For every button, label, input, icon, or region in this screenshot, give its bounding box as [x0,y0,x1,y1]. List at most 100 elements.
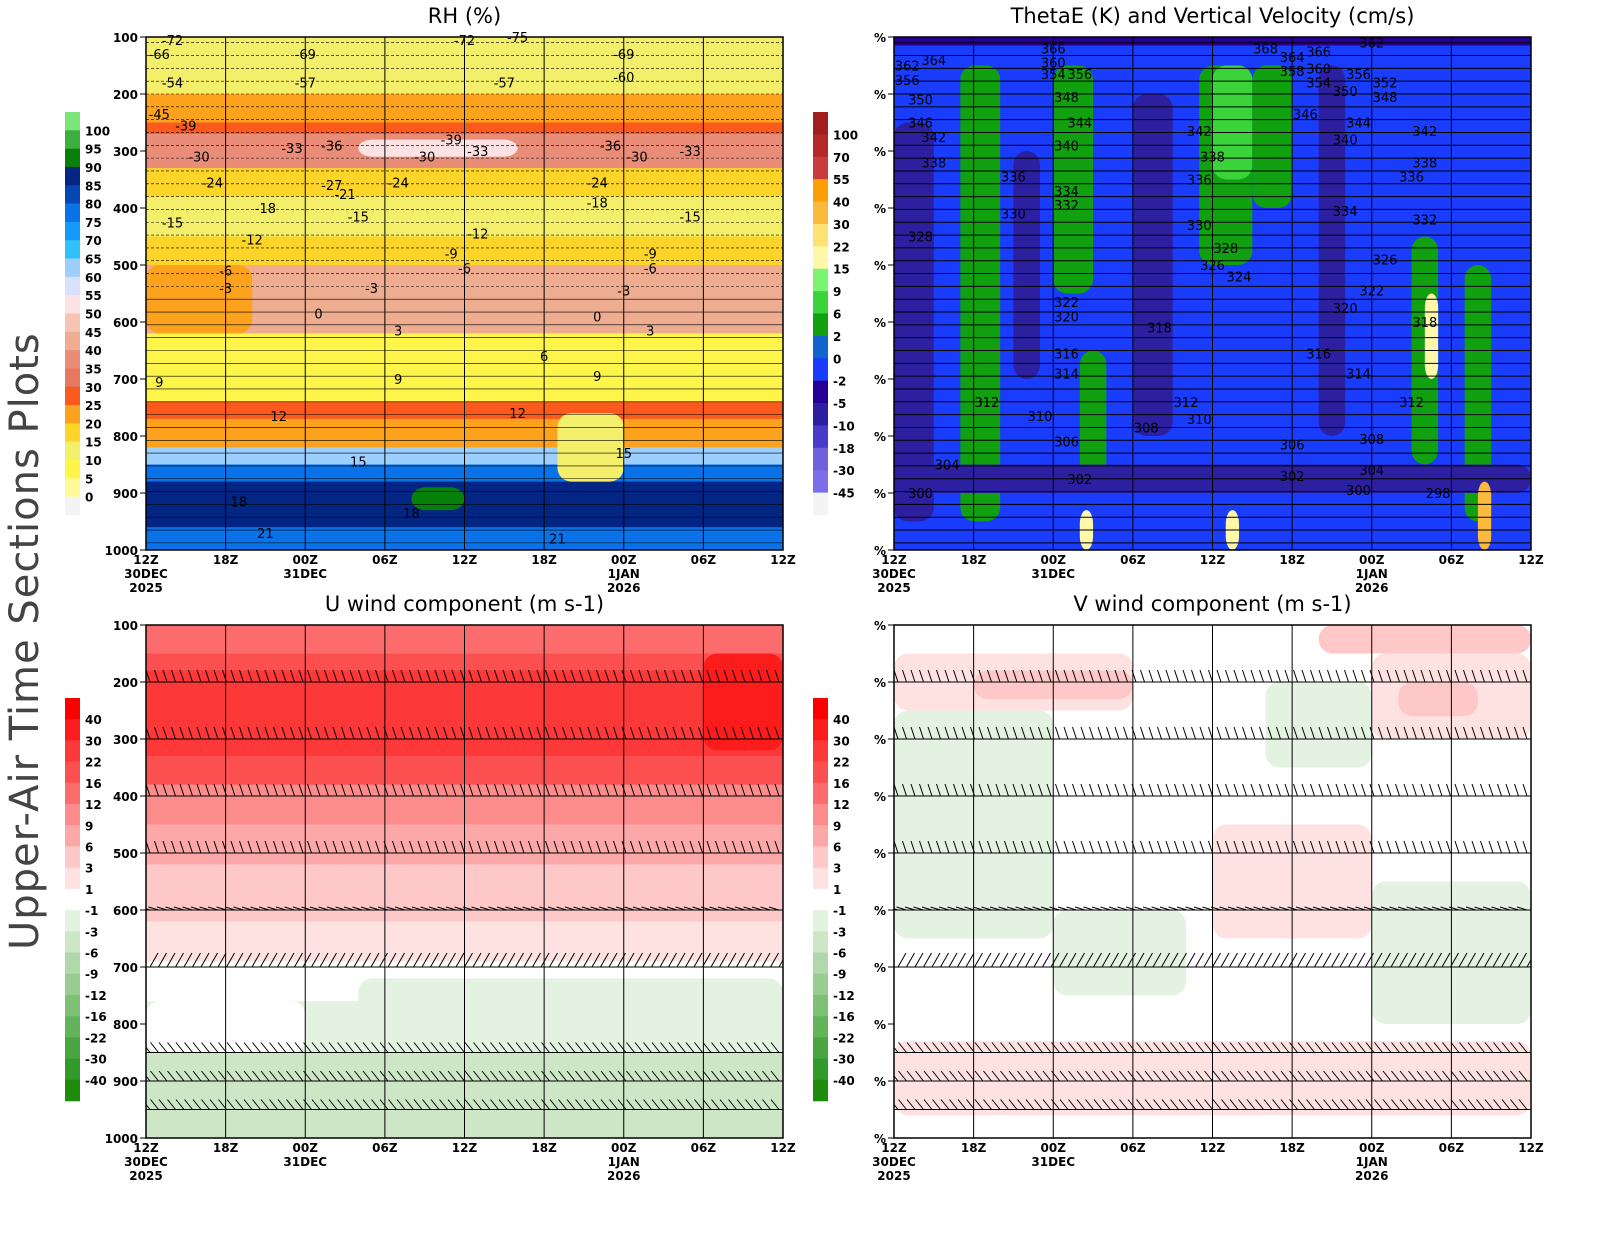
wind-barb [1025,1099,1035,1110]
contour-label: 352 [1373,77,1398,92]
colorbar-label: -3 [85,925,98,939]
field-patch [1318,65,1346,436]
wind-barb [1254,952,1264,968]
wind-barb [587,840,593,854]
wind-barb [481,1070,491,1082]
wind-barb [294,952,303,968]
wind-barb [953,783,958,797]
wind-barb [422,1070,431,1082]
wind-barb [902,726,907,740]
wind-barb [1000,1099,1009,1110]
wind-barb [681,669,686,683]
wind-barb [354,1070,363,1082]
wind-barb [762,1070,771,1082]
wind-barb [1331,1042,1341,1053]
contour-label: -72 [454,34,475,49]
wind-barb [154,840,159,854]
x-tick-label: 00Z [293,1141,319,1155]
colorbar-label: 55 [85,289,102,303]
wind-barb [553,783,559,797]
wind-barb [421,952,431,968]
colorbar-swatch [813,313,828,337]
wind-barb [1301,783,1307,797]
colorbar-label: -2 [833,375,846,389]
wind-barb [179,726,185,740]
wind-barb [927,726,933,740]
wind-barb [454,906,465,911]
wind-barb [275,906,287,911]
wind-barb [1412,840,1417,854]
wind-barb [392,669,397,683]
wind-barb [158,952,167,968]
wind-barb [409,669,414,683]
wind-barb [1080,783,1086,797]
wind-barb [1276,669,1281,683]
wind-barb [1327,783,1332,797]
wind-barb [1476,1070,1485,1082]
x-tick-label: 18Z [531,553,557,567]
wind-barb [192,1099,202,1110]
contour-label: 324 [1227,270,1252,285]
wind-barb [1084,952,1094,968]
wind-barb [337,1099,346,1110]
wind-barb [309,906,321,911]
wind-barb [664,840,669,854]
wind-barb [974,1070,984,1082]
wind-barb [581,906,593,911]
wind-barb [205,783,210,797]
wind-barb [239,840,244,854]
contour-label: 318 [1147,322,1172,337]
wind-barb [745,1042,754,1053]
wind-barb [184,1099,193,1110]
wind-barb [252,1042,261,1053]
wind-barb [375,840,380,854]
wind-barb [961,840,967,854]
wind-barb [751,906,763,911]
wind-barb [511,783,516,797]
wind-barb [1029,726,1035,740]
wind-barb [1514,840,1519,854]
y-tick-label: % [874,259,886,273]
y-tick-label: % [874,487,886,501]
contour-label: 328 [908,231,933,246]
wind-barb [668,952,677,968]
wind-barb [1348,1070,1358,1082]
wind-barb [311,1070,321,1082]
wind-barb [902,783,907,797]
wind-barb [1348,952,1357,968]
contour-label: -30 [626,151,647,166]
wind-barb [1497,669,1502,683]
wind-barb [1433,952,1442,968]
wind-barb [1488,840,1494,854]
wind-barb [760,906,771,911]
wind-barb [1174,783,1179,797]
wind-barb [991,1042,1001,1053]
wind-barb [260,1070,270,1082]
wind-barb [736,952,745,968]
colorbar-label: -22 [833,1031,855,1045]
wind-barb [664,783,669,797]
wind-barb [1493,1070,1502,1082]
wind-barb [766,840,771,854]
wind-barb [354,1042,363,1053]
wind-barb [335,906,346,911]
wind-barb [162,726,168,740]
wind-barb [175,1070,185,1082]
wind-barb [179,669,185,683]
wind-barb [273,669,278,683]
wind-barb [430,1099,440,1110]
wind-barb [660,1042,669,1053]
wind-barb [167,1042,176,1053]
wind-barb [1522,669,1528,683]
contour-label: 336 [1399,171,1424,186]
side-title: Upper-Air Time Sections Plots [2,332,48,950]
wind-barb [1380,906,1392,911]
wind-barb [983,1099,992,1110]
wind-barb [468,669,474,683]
wind-barb [1459,1099,1468,1110]
wind-barb [1100,906,1111,911]
wind-barb [583,1070,593,1082]
wind-barb [762,1042,771,1053]
wind-barb [964,906,975,911]
wind-barb [1416,952,1425,968]
